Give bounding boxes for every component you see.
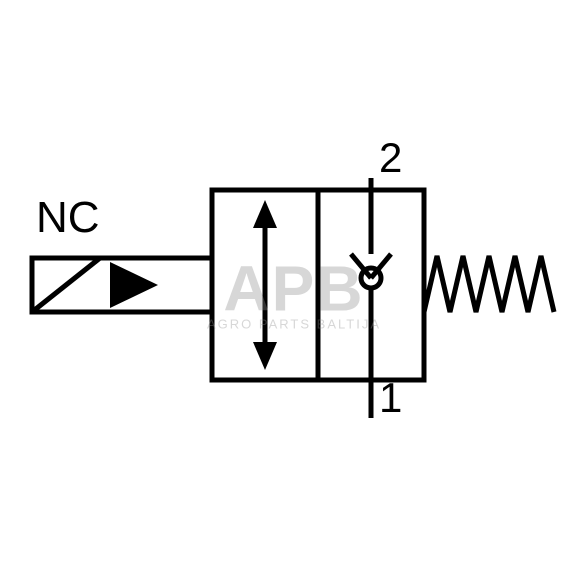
solenoid-arrow-icon (110, 262, 158, 308)
label-nc: NC (36, 193, 100, 242)
valve-schematic: NC 2 1 (0, 0, 588, 588)
flow-arrow-head-top-icon (253, 200, 277, 228)
label-port2: 2 (379, 134, 402, 181)
flow-arrow-head-bottom-icon (253, 342, 277, 370)
return-spring-icon (424, 256, 554, 312)
solenoid-diag (32, 258, 100, 312)
label-port1: 1 (379, 374, 402, 421)
